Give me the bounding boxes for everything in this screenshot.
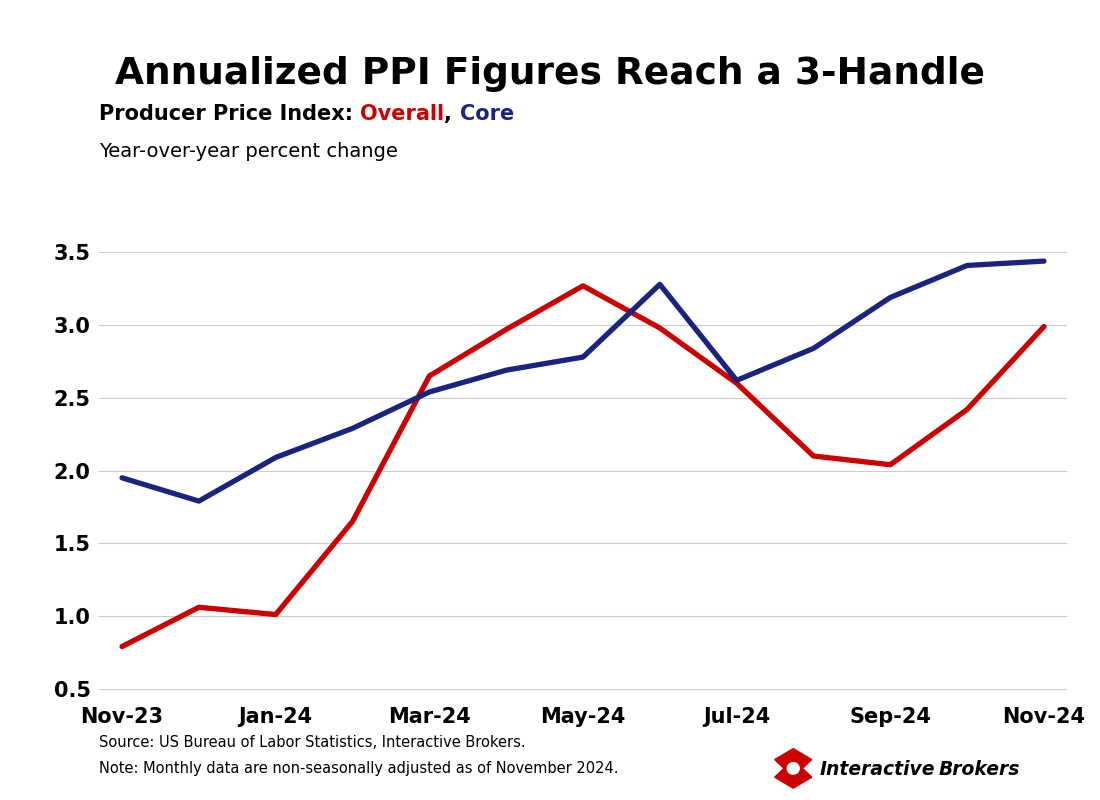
Circle shape — [788, 762, 800, 774]
Text: Core: Core — [460, 104, 514, 124]
Text: Note: Monthly data are non-seasonally adjusted as of November 2024.: Note: Monthly data are non-seasonally ad… — [99, 761, 618, 776]
Text: Interactive: Interactive — [820, 760, 935, 779]
Text: Brokers: Brokers — [938, 760, 1020, 779]
Text: Overall: Overall — [361, 104, 444, 124]
Text: Producer Price Index:: Producer Price Index: — [99, 104, 361, 124]
Polygon shape — [774, 749, 812, 788]
Text: Annualized PPI Figures Reach a 3-Handle: Annualized PPI Figures Reach a 3-Handle — [116, 56, 984, 92]
Text: Source: US Bureau of Labor Statistics, Interactive Brokers.: Source: US Bureau of Labor Statistics, I… — [99, 735, 526, 750]
Text: ,: , — [444, 104, 460, 124]
Text: Year-over-year percent change: Year-over-year percent change — [99, 142, 398, 161]
